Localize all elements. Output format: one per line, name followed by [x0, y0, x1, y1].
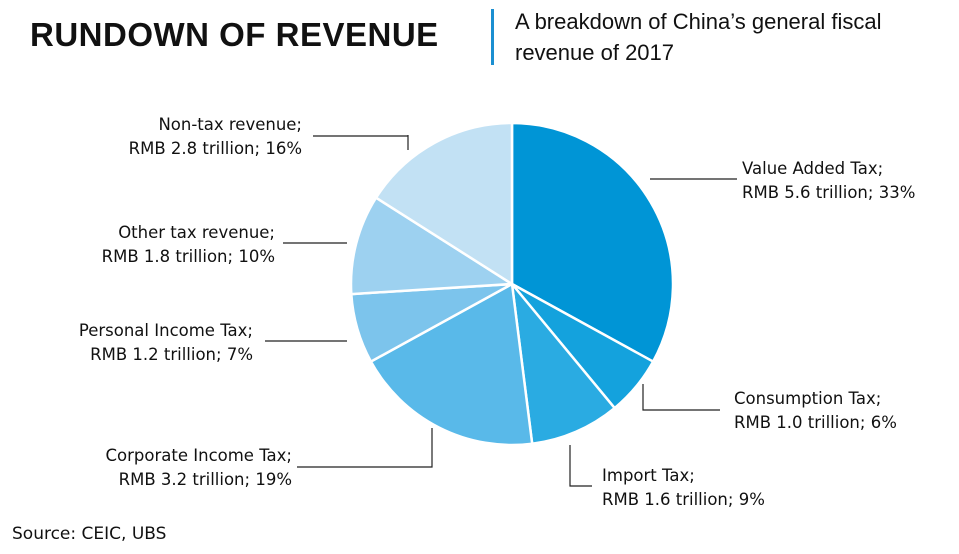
pie-slice-value-added-tax: [510, 121, 675, 363]
title-divider: [491, 9, 494, 65]
pie-slice-import-tax: [510, 282, 616, 445]
source-note: Source: CEIC, UBS: [12, 524, 167, 544]
slice-labels: Value Added Tax; RMB 5.6 trillion; 33% Con…: [79, 115, 916, 509]
slice-label-consumption-tax-name: Consumption Tax;: [734, 389, 881, 408]
slice-label-other-tax-revenue-value: RMB 1.8 trillion; 10%: [102, 247, 275, 266]
slice-label-corporate-income-tax-name: Corporate Income Tax;: [106, 446, 292, 465]
slice-label-import-tax-value: RMB 1.6 trillion; 9%: [602, 490, 765, 509]
leader-lines: [265, 135, 737, 487]
leader-line-corporate-income-tax: [297, 428, 433, 468]
slice-label-import-tax-name: Import Tax;: [602, 466, 695, 485]
slice-label-other-tax-revenue-name: Other tax revenue;: [118, 223, 275, 242]
pie-slice-other-tax-revenue: [349, 196, 514, 296]
pie-slice-corporate-income-tax: [369, 282, 534, 447]
slice-label-non-tax-revenue-value: RMB 2.8 trillion; 16%: [129, 139, 302, 158]
pie-slice-non-tax-revenue: [374, 121, 514, 286]
slice-label-non-tax-revenue-name: Non-tax revenue;: [158, 115, 302, 134]
slice-label-value-added-tax-name: Value Added Tax;: [742, 159, 883, 178]
leader-line-non-tax-revenue: [313, 135, 409, 150]
chart-title: RUNDOWN OF REVENUE: [30, 16, 439, 53]
pie-slices: [349, 121, 675, 447]
slice-label-value-added-tax-value: RMB 5.6 trillion; 33%: [742, 183, 915, 202]
chart-subtitle: A breakdown of China’s general fiscal re…: [515, 9, 882, 65]
leader-line-import-tax: [569, 445, 592, 487]
slice-label-personal-income-tax-value: RMB 1.2 trillion; 7%: [90, 345, 253, 364]
slice-label-personal-income-tax-name: Personal Income Tax;: [79, 321, 253, 340]
slice-label-consumption-tax-value: RMB 1.0 trillion; 6%: [734, 413, 897, 432]
slice-label-corporate-income-tax-value: RMB 3.2 trillion; 19%: [119, 470, 292, 489]
leader-line-consumption-tax: [642, 384, 720, 411]
